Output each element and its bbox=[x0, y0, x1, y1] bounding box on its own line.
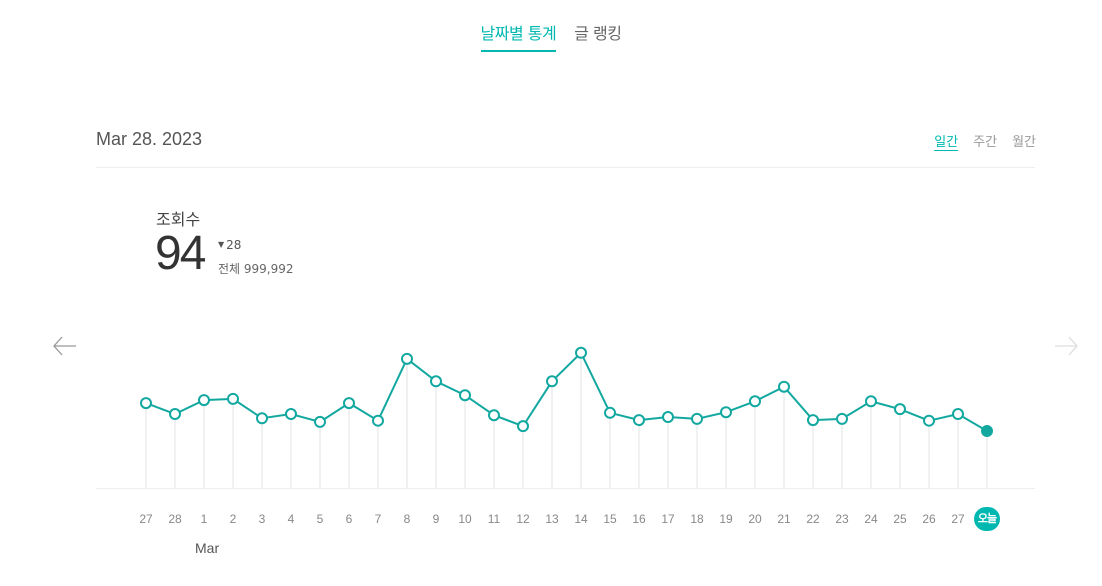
x-label[interactable]: 16 bbox=[632, 512, 646, 526]
data-point[interactable] bbox=[256, 412, 268, 425]
metric-total: 전체 999,992 bbox=[218, 262, 294, 276]
data-point[interactable] bbox=[169, 408, 181, 421]
divider bbox=[96, 167, 1035, 168]
data-point[interactable] bbox=[285, 408, 297, 421]
x-label[interactable]: 17 bbox=[661, 512, 675, 526]
x-label[interactable]: 7 bbox=[374, 512, 382, 526]
data-point[interactable] bbox=[198, 394, 210, 407]
x-label[interactable]: 25 bbox=[893, 512, 907, 526]
x-axis-labels: 27 28 1 2 3 4 5 6 7 8 9 10 11 12 13 14 15 16 17 18 19 20 21 22 2… bbox=[0, 507, 1102, 532]
data-point[interactable] bbox=[807, 414, 819, 427]
views-series-line bbox=[145, 351, 988, 432]
x-label[interactable]: 13 bbox=[545, 512, 559, 526]
data-point[interactable] bbox=[633, 414, 645, 427]
data-point[interactable] bbox=[952, 408, 964, 421]
x-label[interactable]: 1 bbox=[200, 512, 208, 526]
data-point[interactable] bbox=[314, 415, 326, 428]
x-label[interactable]: 20 bbox=[748, 512, 762, 526]
x-label[interactable]: 22 bbox=[806, 512, 820, 526]
data-point[interactable] bbox=[865, 395, 877, 408]
data-point[interactable] bbox=[459, 389, 471, 402]
x-label[interactable]: 19 bbox=[719, 512, 733, 526]
selected-date: Mar 28. 2023 bbox=[96, 129, 203, 149]
today-data-point[interactable] bbox=[981, 425, 993, 437]
x-label[interactable]: 23 bbox=[835, 512, 849, 526]
next-period-button[interactable] bbox=[1053, 334, 1079, 358]
x-label[interactable]: 21 bbox=[777, 512, 791, 526]
x-label[interactable]: 4 bbox=[287, 512, 295, 526]
period-tabs: 일간 주간 월간 bbox=[934, 131, 1036, 150]
data-point[interactable] bbox=[575, 346, 587, 359]
x-label[interactable]: 10 bbox=[458, 512, 472, 526]
x-label[interactable]: 8 bbox=[403, 512, 411, 526]
data-point[interactable] bbox=[517, 420, 529, 433]
x-label[interactable]: 14 bbox=[574, 512, 588, 526]
data-point[interactable] bbox=[546, 375, 558, 388]
data-point[interactable] bbox=[343, 397, 355, 410]
arrow-left-icon bbox=[53, 336, 76, 356]
data-point[interactable] bbox=[662, 411, 674, 424]
x-label[interactable]: 6 bbox=[345, 512, 353, 526]
data-point[interactable] bbox=[836, 412, 848, 425]
data-point[interactable] bbox=[604, 406, 616, 419]
x-label[interactable]: 2 bbox=[229, 512, 237, 526]
x-label[interactable]: 26 bbox=[922, 512, 936, 526]
x-label[interactable]: 18 bbox=[690, 512, 704, 526]
period-daily[interactable]: 일간 bbox=[934, 135, 959, 150]
data-point[interactable] bbox=[894, 403, 906, 416]
x-label[interactable]: 24 bbox=[864, 512, 878, 526]
data-point[interactable] bbox=[749, 395, 761, 408]
x-label[interactable]: 9 bbox=[432, 512, 440, 526]
period-monthly[interactable]: 월간 bbox=[1012, 135, 1036, 150]
triangle-down-icon: ▼ bbox=[218, 240, 225, 249]
tab-daily-stats[interactable]: 날짜별 통계 bbox=[480, 20, 557, 52]
metric-delta: ▼ 28 bbox=[218, 238, 241, 252]
data-point[interactable] bbox=[778, 380, 790, 393]
x-label[interactable]: 12 bbox=[516, 512, 530, 526]
metric-delta-value: 28 bbox=[226, 238, 242, 252]
data-point[interactable] bbox=[227, 392, 239, 405]
month-label: Mar bbox=[195, 540, 220, 556]
x-label[interactable]: 3 bbox=[258, 512, 266, 526]
x-label[interactable]: 11 bbox=[487, 512, 501, 526]
data-point[interactable] bbox=[691, 412, 703, 425]
data-point[interactable] bbox=[140, 397, 152, 410]
data-point[interactable] bbox=[720, 406, 732, 419]
data-point[interactable] bbox=[488, 409, 500, 422]
stats-tabs: 날짜별 통계 글 랭킹 bbox=[0, 20, 1102, 52]
data-point[interactable] bbox=[923, 414, 935, 427]
x-label[interactable]: 5 bbox=[316, 512, 324, 526]
arrow-right-icon bbox=[1055, 336, 1078, 356]
metric-value: 94 bbox=[155, 227, 206, 280]
metric-label: 조회수 bbox=[156, 210, 201, 229]
x-label[interactable]: 27 bbox=[951, 512, 965, 526]
tab-post-ranking[interactable]: 글 랭킹 bbox=[574, 24, 622, 43]
data-point[interactable] bbox=[372, 414, 384, 427]
x-label[interactable]: 27 bbox=[139, 512, 153, 526]
data-point[interactable] bbox=[401, 352, 413, 365]
x-label[interactable]: 28 bbox=[168, 512, 182, 526]
period-weekly[interactable]: 주간 bbox=[973, 135, 998, 150]
x-label[interactable]: 15 bbox=[603, 512, 617, 526]
prev-period-button[interactable] bbox=[52, 334, 78, 358]
x-label-today[interactable]: 오늘 bbox=[974, 507, 1000, 531]
data-point[interactable] bbox=[430, 375, 442, 388]
